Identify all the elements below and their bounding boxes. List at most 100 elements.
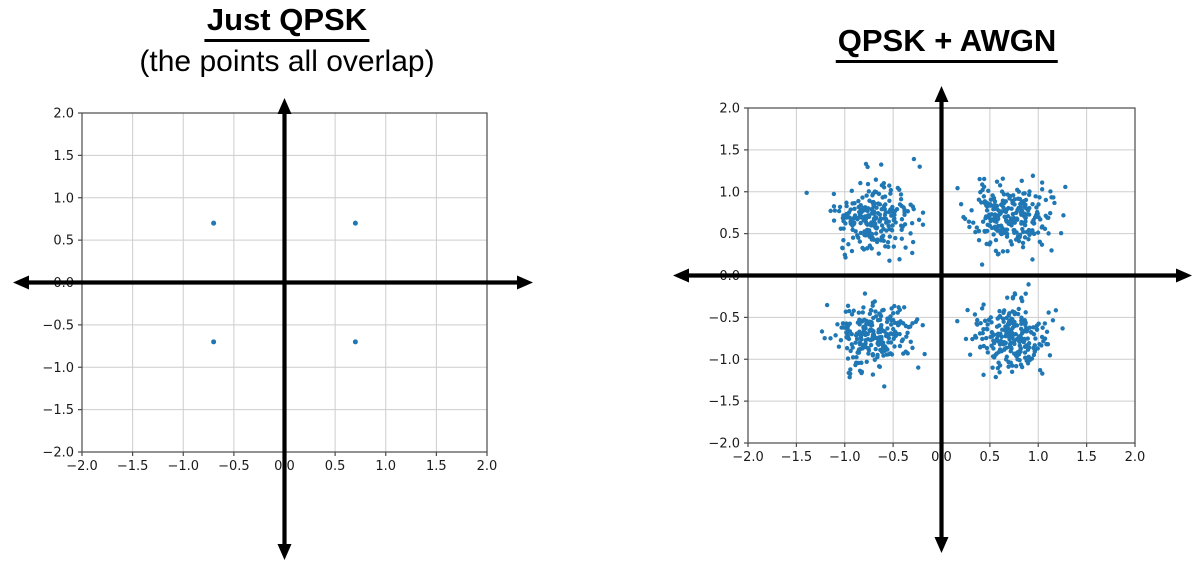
scatter-point <box>1019 295 1024 300</box>
scatter-point <box>1004 345 1009 350</box>
scatter-point <box>1024 325 1029 331</box>
scatter-point <box>832 208 838 213</box>
y-axis-arrowhead-bottom <box>277 544 292 560</box>
scatter-point <box>864 216 869 221</box>
scatter-point <box>977 176 982 182</box>
scatter-point <box>1009 369 1015 375</box>
scatter-point <box>981 302 986 307</box>
scatter-point <box>1023 320 1028 325</box>
scatter-point <box>993 374 998 380</box>
scatter-point <box>1038 217 1043 222</box>
scatter-point <box>920 210 926 215</box>
scatter-point <box>843 255 848 260</box>
scatter-point <box>1022 338 1027 344</box>
scatter-point <box>982 318 988 323</box>
scatter-point <box>994 324 1000 329</box>
scatter-point <box>903 349 908 354</box>
scatter-point <box>1008 360 1013 365</box>
scatter-point <box>1005 295 1010 300</box>
scatter-point <box>997 342 1003 347</box>
scatter-point <box>882 384 887 389</box>
scatter-point <box>1016 306 1021 312</box>
scatter-point <box>1015 357 1020 362</box>
scatter-point <box>852 206 857 212</box>
scatter-point <box>1001 310 1006 315</box>
scatter-point <box>981 176 987 182</box>
scatter-point <box>862 291 868 296</box>
scatter-point <box>1002 214 1007 220</box>
scatter-point <box>853 229 858 234</box>
scatter-point <box>967 352 973 357</box>
scatter-point <box>1008 348 1013 354</box>
scatter-point <box>996 208 1001 213</box>
scatter-point <box>881 307 886 313</box>
scatter-point <box>851 221 857 226</box>
scatter-point <box>849 312 855 317</box>
scatter-point <box>863 344 868 349</box>
scatter-point <box>1052 200 1057 206</box>
y-tick-label: 2.0 <box>53 107 74 122</box>
scatter-point <box>965 307 970 313</box>
scatter-point <box>1009 316 1014 321</box>
scatter-point <box>1061 213 1066 218</box>
scatter-point <box>962 216 968 222</box>
x-axis-arrowhead-right <box>517 275 533 290</box>
scatter-point <box>900 337 906 342</box>
scatter-point <box>881 185 887 190</box>
scatter-point <box>1009 206 1014 211</box>
scatter-point <box>1021 191 1026 196</box>
scatter-point <box>881 180 887 186</box>
scatter-point <box>1039 180 1045 185</box>
scatter-point <box>1004 234 1010 239</box>
scatter-point <box>1030 257 1035 262</box>
x-tick-label: −1.0 <box>829 450 861 465</box>
scatter-point <box>904 334 909 339</box>
scatter-point <box>997 314 1002 320</box>
scatter-point <box>1010 199 1015 205</box>
scatter-point <box>986 188 991 193</box>
scatter-point <box>1049 248 1054 253</box>
scatter-point <box>897 331 902 337</box>
scatter-point <box>853 362 858 368</box>
x-tick-label: 2.0 <box>1125 450 1146 465</box>
scatter-point <box>991 346 996 351</box>
scatter-point <box>1022 211 1027 216</box>
scatter-point <box>831 218 837 223</box>
y-axis-arrowhead-top <box>277 98 292 114</box>
scatter-point <box>978 344 983 349</box>
scatter-point <box>886 223 891 229</box>
scatter-point <box>997 308 1002 314</box>
scatter-point <box>892 320 898 326</box>
scatter-point <box>887 258 892 263</box>
scatter-point <box>998 338 1004 344</box>
scatter-point <box>1039 187 1045 192</box>
scatter-point <box>994 338 1000 343</box>
scatter-point <box>1010 325 1015 331</box>
scatter-point <box>1044 329 1050 335</box>
scatter-point <box>981 372 986 378</box>
x-tick-label: 1.0 <box>375 459 396 474</box>
scatter-point <box>1004 354 1009 359</box>
scatter-point <box>844 203 849 209</box>
scatter-point <box>879 349 885 355</box>
scatter-point <box>1012 291 1018 296</box>
scatter-point <box>990 365 995 370</box>
scatter-point <box>1034 327 1040 332</box>
scatter-point <box>997 183 1003 188</box>
scatter-point <box>859 342 865 347</box>
scatter-point <box>850 235 856 240</box>
scatter-point <box>876 330 881 335</box>
scatter-point <box>884 228 889 233</box>
scatter-point <box>845 303 851 309</box>
scatter-point <box>831 204 837 209</box>
scatter-point <box>1042 321 1048 326</box>
x-tick-label: −1.5 <box>117 459 149 474</box>
left-plot-subtitle: (the points all overlap) <box>139 45 435 79</box>
scatter-point <box>971 220 976 225</box>
scatter-point <box>910 345 915 351</box>
scatter-point <box>1022 344 1028 349</box>
scatter-point <box>990 354 996 359</box>
scatter-point <box>1012 319 1017 325</box>
scatter-point <box>1020 226 1025 232</box>
scatter-point <box>869 246 874 251</box>
